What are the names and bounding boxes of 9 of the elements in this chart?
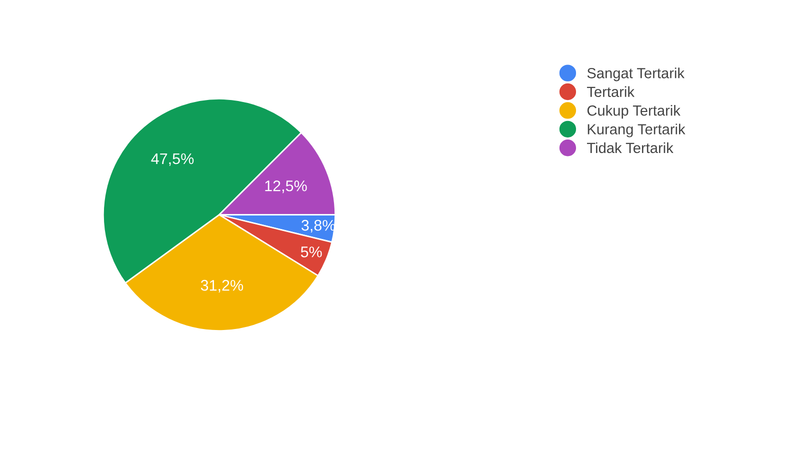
legend-label: Kurang Tertarik: [588, 124, 686, 138]
data-label: 5%: [300, 246, 322, 258]
legend-label: Cukup Tertarik: [587, 105, 680, 119]
legend-label: Tidak Tertarik: [587, 142, 674, 154]
data-label: 31,2%: [200, 280, 244, 293]
data-label: 12,5%: [265, 180, 307, 194]
legend-label: Sangat Tertarik: [587, 68, 685, 82]
data-label: 47,5%: [151, 153, 194, 166]
legend-label: Tertarik: [587, 86, 635, 98]
